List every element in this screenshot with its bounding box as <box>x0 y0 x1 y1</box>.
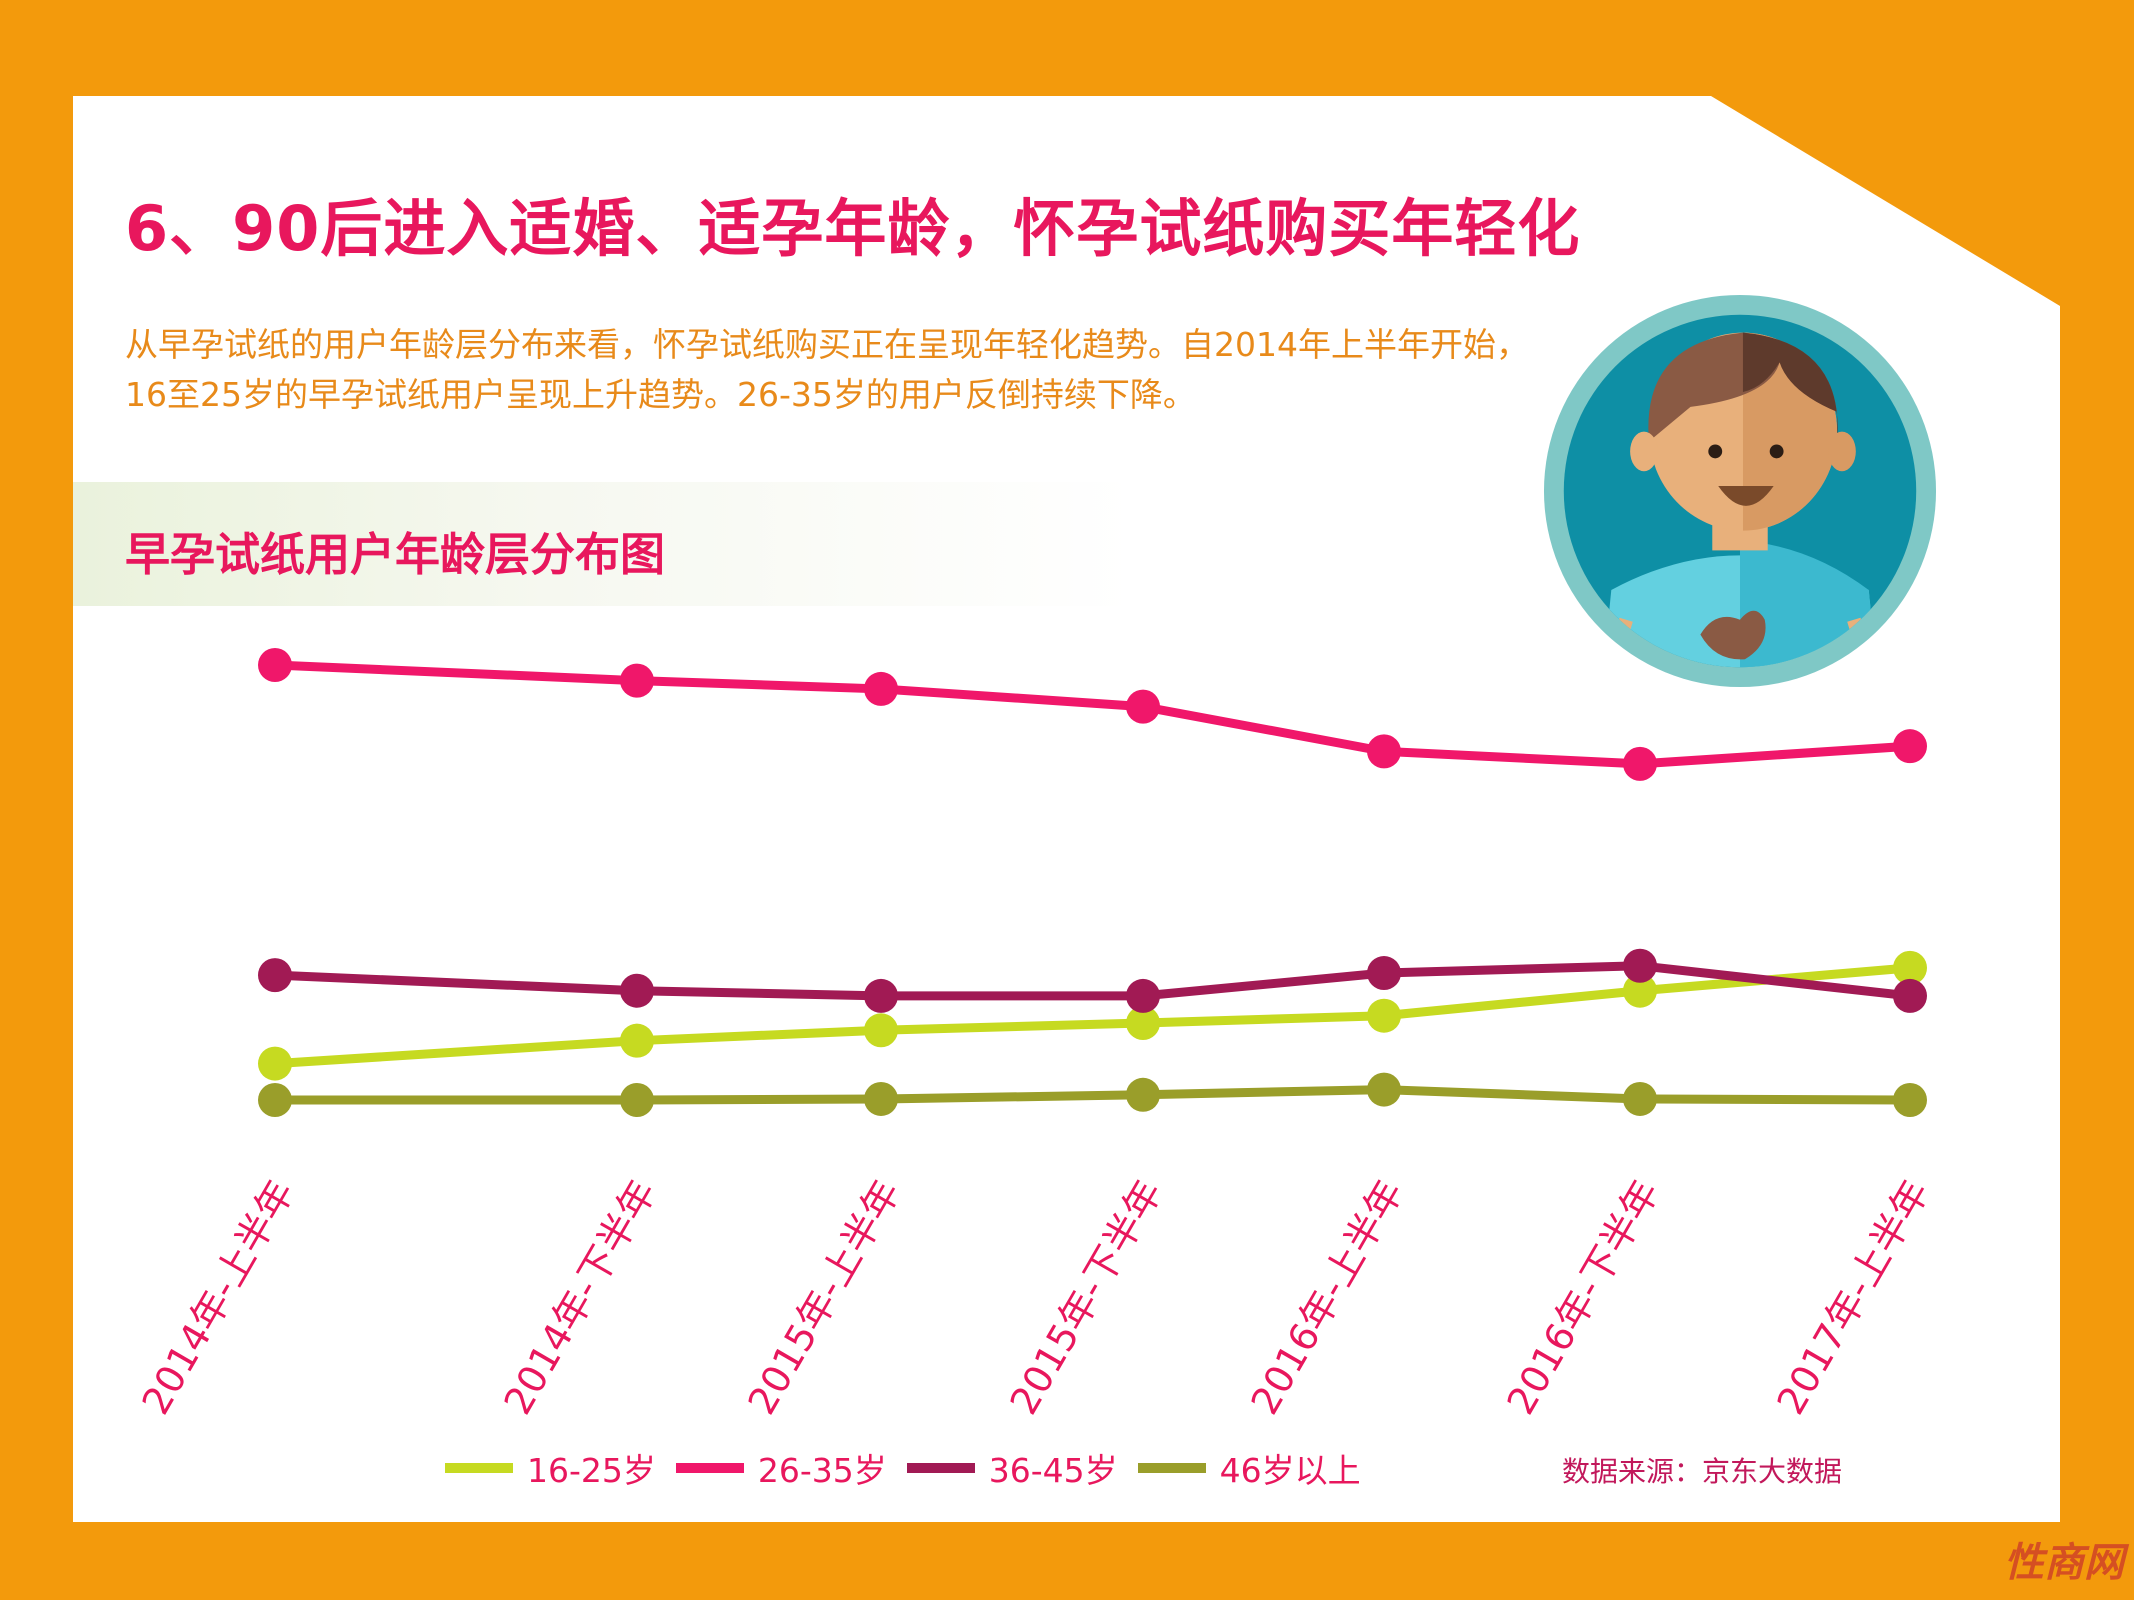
chart-title: 早孕试纸用户年龄层分布图 <box>125 528 666 581</box>
intro-paragraph: 从早孕试纸的用户年龄层分布来看，怀孕试纸购买正在呈现年轻化趋势。自2014年上半… <box>125 325 1529 414</box>
legend-item: 26-35岁 <box>675 1444 887 1492</box>
legend-item: 16-25岁 <box>445 1444 656 1492</box>
legend-swatch <box>906 1463 975 1473</box>
legend-label: 46岁以上 <box>1219 1451 1361 1490</box>
watermark-logo: 性商网 <box>2004 1540 2124 1586</box>
data-source-note: 数据来源：京东大数据 <box>1562 1455 1843 1488</box>
legend-swatch <box>445 1463 513 1473</box>
chart-legend: 16-25岁 26-35岁 36-45岁 46岁以上 <box>445 1448 1381 1490</box>
subtitle-band <box>73 482 1133 606</box>
legend-swatch <box>675 1463 744 1473</box>
legend-label: 36-45岁 <box>988 1451 1118 1490</box>
page-title: 6、90后进入适婚、适孕年龄，怀孕试纸购买年轻化 <box>125 192 1581 265</box>
legend-item: 36-45岁 <box>906 1444 1118 1492</box>
legend-swatch <box>1137 1463 1206 1473</box>
legend-label: 16-25岁 <box>527 1451 656 1490</box>
legend-label: 26-35岁 <box>757 1451 887 1490</box>
child-avatar-icon <box>1543 294 1937 688</box>
legend-item: 46岁以上 <box>1137 1444 1361 1492</box>
